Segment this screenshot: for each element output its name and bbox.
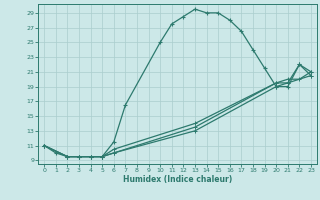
- X-axis label: Humidex (Indice chaleur): Humidex (Indice chaleur): [123, 175, 232, 184]
